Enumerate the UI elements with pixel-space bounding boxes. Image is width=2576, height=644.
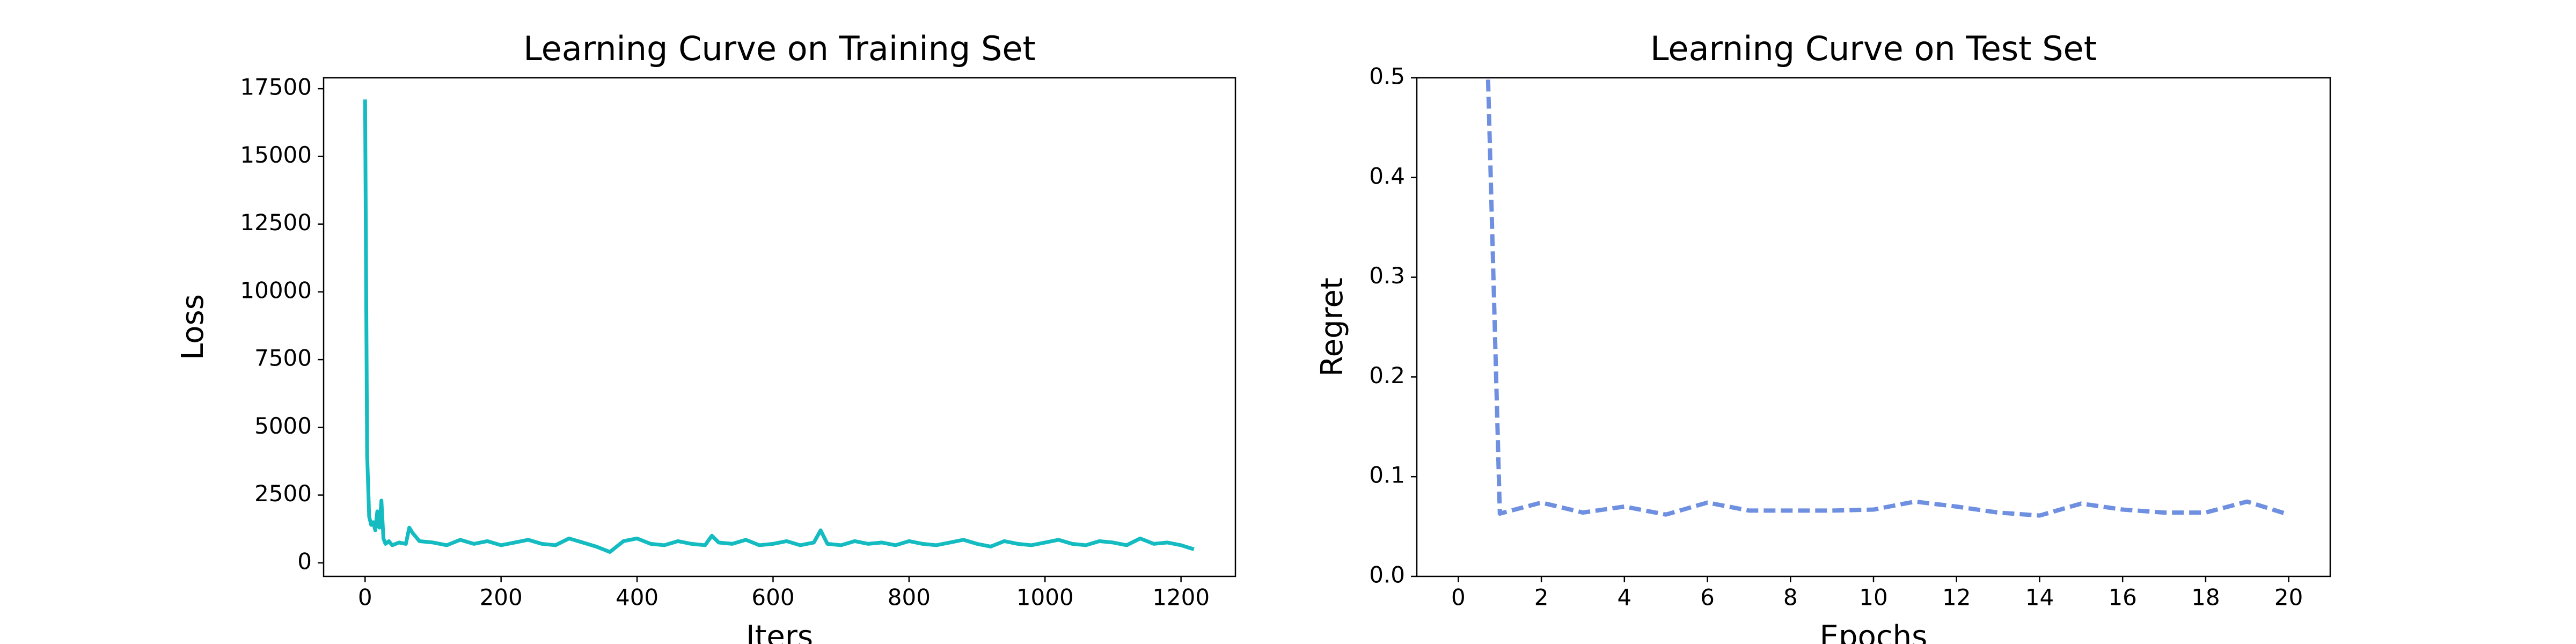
axes-frame	[1416, 77, 2331, 577]
x-tick-label: 8	[1783, 584, 1798, 611]
axes-frame	[323, 77, 1236, 577]
y-tick-label: 12500	[240, 209, 312, 236]
x-tick-label: 14	[2025, 584, 2054, 611]
x-tick-label: 16	[2108, 584, 2136, 611]
x-tick-label: 400	[616, 584, 658, 611]
y-tick-label: 5000	[254, 413, 312, 439]
chart-title: Learning Curve on Training Set	[523, 29, 1036, 68]
y-tick-label: 17500	[240, 74, 312, 100]
y-tick-label: 10000	[240, 277, 312, 303]
y-tick-label: 0.3	[1369, 262, 1405, 289]
y-tick-label: 7500	[254, 345, 312, 371]
y-axis-label: Regret	[1315, 277, 1350, 377]
x-axis-label: Iters	[746, 619, 813, 644]
data-line	[363, 99, 1195, 554]
x-tick-label: 0	[358, 584, 372, 611]
x-tick-label: 1000	[1016, 584, 1074, 611]
x-tick-label: 600	[751, 584, 794, 611]
y-tick-label: 0	[297, 548, 312, 574]
chart-panel: Learning Curve on Training Set Iters Loss 0…	[175, 29, 1236, 644]
y-axis-label: Loss	[175, 294, 210, 360]
data-line	[1485, 78, 2289, 518]
y-tick-label: 0.0	[1369, 562, 1405, 588]
x-tick-label: 800	[888, 584, 931, 611]
x-tick-label: 4	[1617, 584, 1631, 611]
x-tick-label: 10	[1859, 584, 1887, 611]
y-tick-label: 0.1	[1369, 462, 1405, 488]
chart-panel: Learning Curve on Test Set Epochs Regret 0 2…	[1315, 29, 2331, 644]
y-tick-label: 2500	[254, 480, 312, 507]
y-tick-label: 0.2	[1369, 362, 1405, 389]
x-tick-label: 6	[1700, 584, 1715, 611]
x-tick-label: 200	[480, 584, 523, 611]
x-tick-label: 0	[1451, 584, 1466, 611]
x-tick-label: 20	[2274, 584, 2303, 611]
y-tick-label: 0.4	[1369, 163, 1405, 189]
x-tick-label: 12	[1942, 584, 1971, 611]
x-tick-label: 1200	[1152, 584, 1210, 611]
x-axis-label: Epochs	[1820, 619, 1928, 644]
y-tick-label: 0.5	[1369, 63, 1405, 90]
x-tick-label: 18	[2191, 584, 2220, 611]
chart-title: Learning Curve on Test Set	[1650, 29, 2097, 68]
x-tick-label: 2	[1534, 584, 1549, 611]
y-tick-label: 15000	[240, 142, 312, 168]
